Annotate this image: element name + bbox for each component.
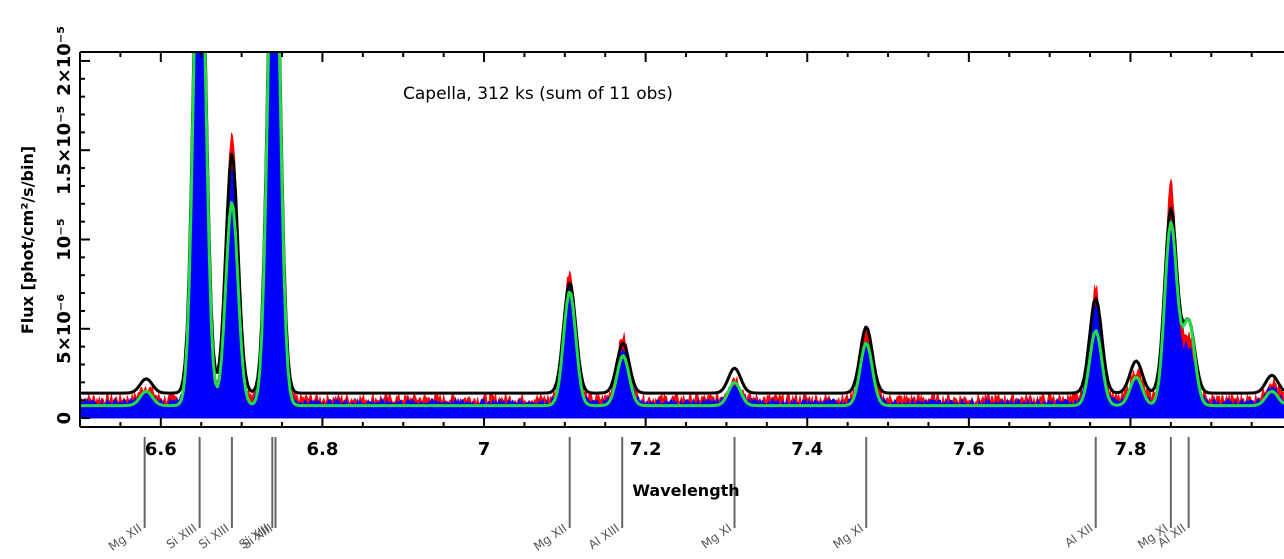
x-tick-label: 7.6 xyxy=(953,439,985,460)
x-axis-label: Wavelength xyxy=(632,481,739,500)
y-tick-labels: 0 5×10⁻⁶ 10⁻⁵ 1.5×10⁻⁵ 2×10⁻⁵ xyxy=(54,26,75,424)
x-tick-label: 6.8 xyxy=(306,439,338,460)
y-axis-label: Flux [phot/cm²/s/bin] xyxy=(18,146,37,334)
y-tick-label: 0 xyxy=(54,412,75,425)
series-3-line xyxy=(80,52,1284,408)
line-id-label: Mg XII xyxy=(106,521,144,554)
line-id-label: Al XII xyxy=(1062,521,1095,550)
x-tick-label: 6.6 xyxy=(145,439,177,460)
series-layer xyxy=(80,52,1284,419)
y-tick-label: 10⁻⁵ xyxy=(54,218,75,260)
y-tick-label: 5×10⁻⁶ xyxy=(54,294,75,364)
line-id-label: Al XIII xyxy=(586,521,622,552)
line-id-label: Si XIII xyxy=(196,521,232,552)
line-id-label: Mg XII xyxy=(531,521,569,554)
x-tick-labels: 6.6 6.8 7 7.2 7.4 7.6 7.8 xyxy=(145,439,1147,460)
y-tick-label: 1.5×10⁻⁵ xyxy=(54,105,75,194)
line-id-label: Mg XI xyxy=(699,521,735,552)
x-tick-label: 7.4 xyxy=(791,439,823,460)
line-id-label: Mg XI xyxy=(830,521,866,552)
x-tick-label: 7 xyxy=(478,439,491,460)
axes-layer xyxy=(79,51,1284,428)
x-tick-label: 7.8 xyxy=(1115,439,1147,460)
chart-annotation: Capella, 312 ks (sum of 11 obs) xyxy=(403,84,673,104)
x-tick-label: 7.2 xyxy=(630,439,662,460)
line-id-label: Si XIII xyxy=(164,521,200,552)
y-tick-label: 2×10⁻⁵ xyxy=(54,26,75,96)
